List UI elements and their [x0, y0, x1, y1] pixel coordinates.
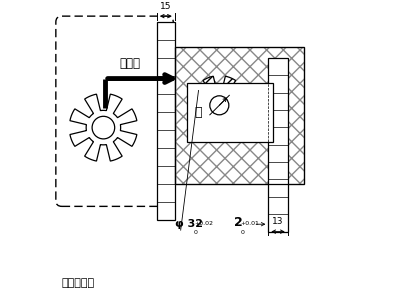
- Text: 15: 15: [160, 2, 172, 11]
- Text: +0.02: +0.02: [194, 221, 213, 226]
- Text: 13: 13: [272, 217, 284, 226]
- Polygon shape: [190, 76, 248, 134]
- Bar: [175, 47, 304, 184]
- Text: +0.01: +0.01: [241, 221, 260, 226]
- Bar: [268, 58, 288, 232]
- Circle shape: [92, 116, 115, 139]
- FancyBboxPatch shape: [56, 16, 173, 206]
- Text: 通: 通: [194, 106, 202, 119]
- Circle shape: [210, 96, 229, 115]
- Text: 追加工: 追加工: [120, 57, 141, 70]
- Bar: [175, 47, 304, 184]
- Bar: [157, 22, 175, 220]
- Text: イメージ図: イメージ図: [62, 278, 95, 288]
- Bar: [175, 47, 304, 184]
- Text: 0: 0: [194, 230, 198, 235]
- Text: φ 32: φ 32: [175, 219, 203, 229]
- Bar: [187, 83, 273, 142]
- Text: 0: 0: [241, 230, 244, 235]
- Polygon shape: [70, 94, 137, 161]
- Text: 2: 2: [234, 216, 243, 229]
